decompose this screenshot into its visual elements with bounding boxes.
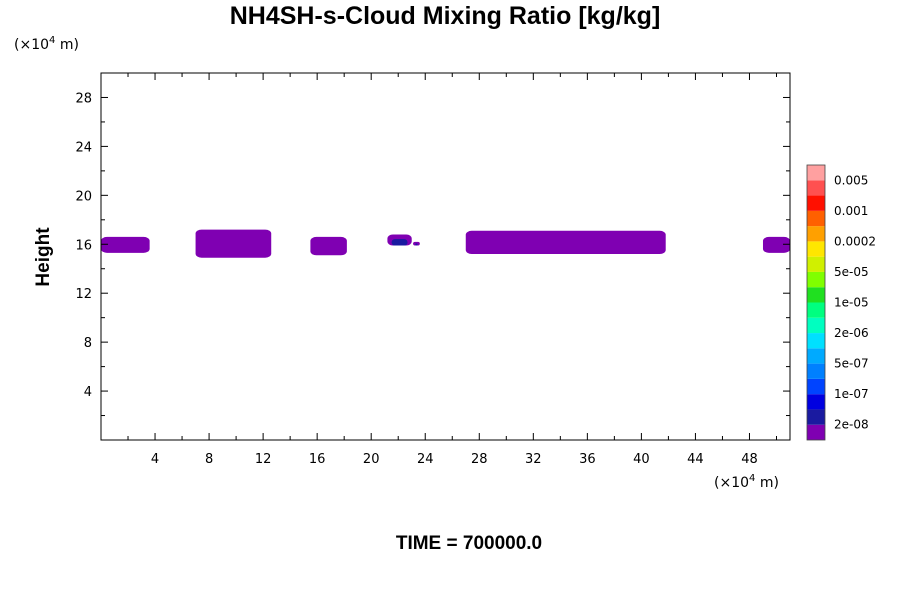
colorbar-swatch	[807, 287, 825, 303]
plot-frame	[100, 72, 791, 441]
y-tick-label: 16	[75, 238, 92, 253]
colorbar-swatch	[807, 394, 825, 410]
cloud-band	[762, 236, 790, 253]
y-axis-unit: (×104 m)	[14, 35, 79, 53]
cloud-band	[101, 236, 150, 253]
x-tick-label: 36	[579, 452, 596, 467]
x-axis-unit: (×104 m)	[714, 473, 779, 491]
colorbar-label: 1e-05	[834, 296, 869, 310]
colorbar-label: 0.001	[834, 204, 868, 218]
y-tick-label: 20	[75, 189, 92, 204]
time-label: TIME = 700000.0	[396, 533, 542, 554]
y-tick-label: 4	[84, 385, 92, 400]
colorbar: 2e-08 1e-07 5e-07 2e-06 1e-05 5e-05 0.0002 0.00…	[806, 164, 876, 441]
colorbar-swatch	[807, 409, 825, 425]
colorbar-swatch	[807, 165, 825, 181]
x-tick-label: 8	[205, 452, 213, 467]
cloud-band	[415, 243, 418, 246]
colorbar-swatch	[807, 302, 825, 318]
colorbar-swatch	[807, 226, 825, 242]
x-tick-label: 40	[633, 452, 650, 467]
x-tick-label: 24	[417, 452, 434, 467]
colorbar-swatch	[807, 241, 825, 257]
colorbar-swatch	[807, 210, 825, 227]
colorbar-swatch	[807, 333, 825, 349]
chart-title: NH4SH-s-Cloud Mixing Ratio [kg/kg]	[230, 2, 661, 30]
cloud-field	[101, 229, 790, 258]
x-tick-label: 20	[363, 452, 380, 467]
y-tick-label: 28	[75, 91, 92, 106]
cloud-band	[391, 239, 408, 246]
cloud-band	[465, 230, 666, 255]
x-tick-label: 12	[255, 452, 272, 467]
x-tick-label: 28	[471, 452, 488, 467]
x-tick-label: 4	[151, 452, 159, 467]
colorbar-label: 1e-07	[834, 387, 869, 401]
colorbar-swatch	[807, 271, 825, 288]
y-axis: 4 8 12 16 20 24 28	[75, 91, 790, 417]
colorbar-swatch	[807, 363, 825, 379]
colorbar-swatch	[807, 180, 825, 196]
colorbar-label: 5e-07	[834, 357, 869, 371]
cloud-band	[310, 236, 347, 256]
x-axis: 4 8 12 16 20 24 28 32 36 40 44 48	[127, 73, 777, 467]
y-axis-label: Height	[33, 227, 54, 287]
colorbar-swatch	[807, 256, 825, 272]
colorbar-swatch	[807, 424, 825, 440]
x-tick-label: 44	[687, 452, 704, 467]
y-tick-label: 24	[75, 140, 92, 155]
colorbar-swatch	[807, 195, 825, 211]
colorbar-frame	[806, 164, 826, 441]
y-tick-label: 12	[75, 287, 92, 302]
colorbar-swatch	[807, 378, 825, 395]
colorbar-label: 0.005	[834, 173, 868, 187]
x-tick-label: 32	[525, 452, 542, 467]
colorbar-label: 2e-06	[834, 326, 869, 340]
y-tick-label: 8	[84, 336, 92, 351]
colorbar-swatch	[807, 317, 825, 334]
colorbar-label: 2e-08	[834, 418, 869, 432]
colorbar-label: 0.0002	[834, 234, 876, 248]
cloud-band	[195, 229, 272, 258]
x-tick-label: 16	[309, 452, 326, 467]
colorbar-swatch	[807, 348, 825, 364]
colorbar-label: 5e-05	[834, 265, 869, 279]
x-tick-label: 48	[741, 452, 758, 467]
